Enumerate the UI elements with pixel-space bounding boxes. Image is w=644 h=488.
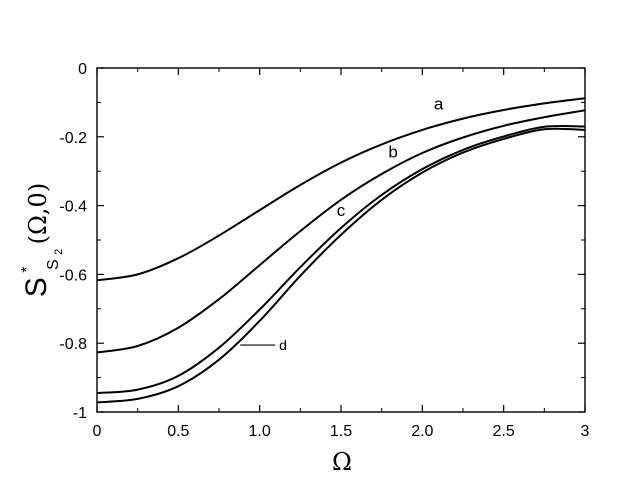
plot-axes bbox=[96, 67, 586, 413]
series-lines bbox=[96, 97, 586, 404]
plot-frame bbox=[96, 67, 586, 413]
y-axis-label-subscript: S bbox=[45, 259, 62, 270]
curve-label-c: c bbox=[337, 201, 346, 220]
y-axis-label-args: (Ω,0) bbox=[24, 183, 52, 245]
y-tick-label: -0.4 bbox=[59, 199, 87, 216]
x-tick-label: 1.0 bbox=[249, 423, 271, 440]
curve-label-a: a bbox=[434, 94, 444, 113]
x-axis-label: Ω bbox=[332, 448, 352, 476]
y-tick-label: 0 bbox=[78, 61, 87, 78]
series-line-a bbox=[96, 97, 586, 282]
tick-labels: 0 0.5 1.0 1.5 2.0 2.5 3 0 -0.2 -0.4 -0.6 -0.8 -1 bbox=[59, 61, 589, 440]
y-axis-label-main: S bbox=[20, 277, 53, 297]
y-axis-label: S * S 2 (Ω,0) bbox=[19, 183, 66, 297]
x-tick-label: 0.5 bbox=[167, 423, 189, 440]
series-line-c bbox=[96, 125, 586, 395]
curve-label-b: b bbox=[388, 142, 397, 161]
y-tick-label: -0.8 bbox=[59, 336, 87, 353]
x-tick-label: 0 bbox=[93, 423, 102, 440]
y-tick-label: -0.2 bbox=[59, 130, 87, 147]
curve-labels: a b c d bbox=[240, 94, 444, 353]
x-tick-label: 1.5 bbox=[330, 423, 352, 440]
axis-ticks bbox=[96, 67, 586, 413]
series-line-b bbox=[96, 109, 586, 354]
series-line-d bbox=[96, 127, 586, 404]
y-axis-label-sub-subscript: 2 bbox=[53, 249, 65, 255]
y-axis-label-superscript: * bbox=[19, 266, 36, 272]
y-tick-label: -1 bbox=[73, 405, 87, 422]
curve-label-d: d bbox=[279, 337, 287, 353]
y-tick-label: -0.6 bbox=[59, 267, 87, 284]
x-tick-label: 2.5 bbox=[493, 423, 515, 440]
x-tick-label: 2.0 bbox=[411, 423, 433, 440]
x-tick-label: 3 bbox=[581, 423, 590, 440]
